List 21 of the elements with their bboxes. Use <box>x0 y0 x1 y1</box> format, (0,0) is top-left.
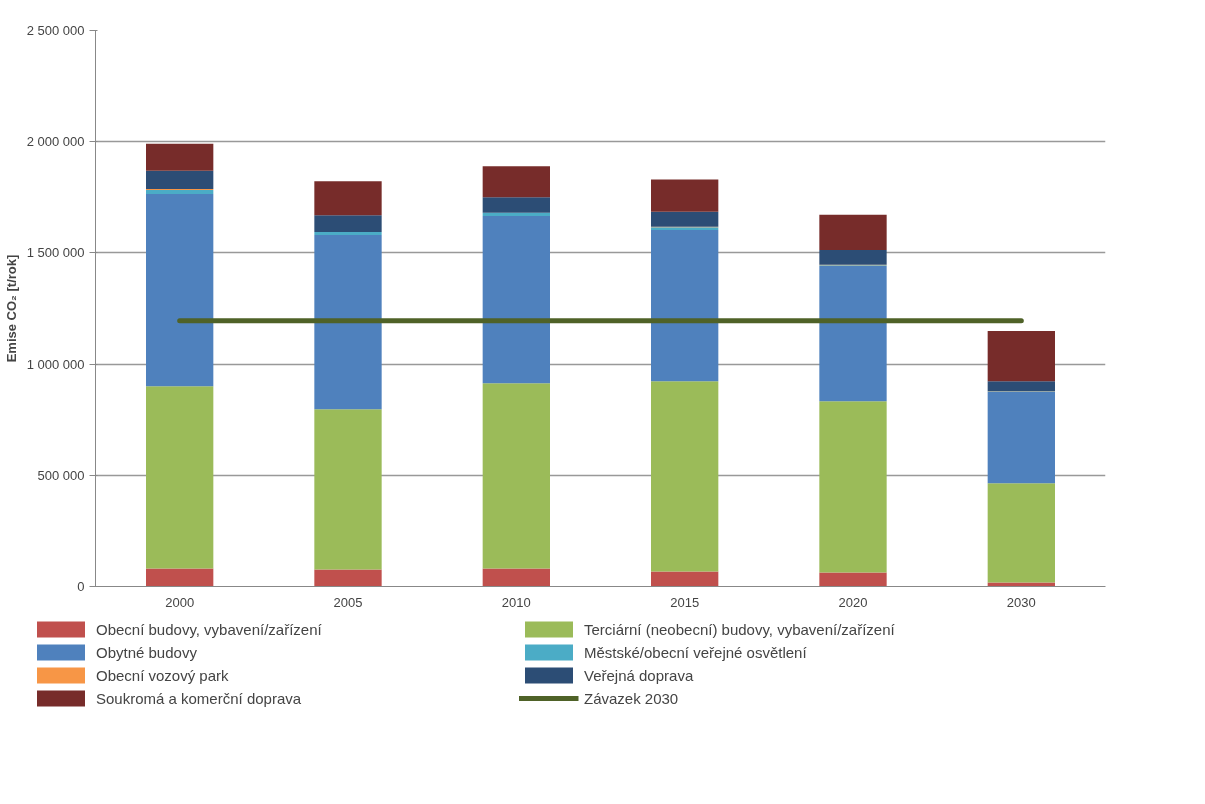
legend-label: Obecní vozový park <box>95 666 230 684</box>
x-tick-label: 2020 <box>838 594 868 610</box>
x-tick-label: 2030 <box>1006 594 1036 610</box>
y-tick-label: 2 500 000 <box>26 23 85 38</box>
y-tick-label: 1 000 000 <box>26 356 85 372</box>
y-tick-label: 2 000 000 <box>26 134 85 150</box>
x-tick-label: 2005 <box>333 594 363 610</box>
x-tick-label: 2015 <box>670 594 700 610</box>
y-axis-title: Emise CO₂ [t/rok] <box>3 254 19 363</box>
legend-label: Obytné budovy <box>95 643 198 661</box>
legend-label: Obecní budovy, vybavení/zařízení <box>95 620 323 638</box>
legend-label: Závazek 2030 <box>583 689 680 707</box>
y-tick-label: 1 500 000 <box>26 245 85 261</box>
x-tick-label: 2000 <box>165 594 195 610</box>
y-tick-label: 500 000 <box>37 467 85 483</box>
x-tick-label: 2010 <box>501 594 531 610</box>
legend-label: Soukromá a komerční doprava <box>95 689 303 707</box>
legend-label: Veřejná doprava <box>583 666 695 684</box>
y-tick-label: 0 <box>77 579 85 594</box>
legend-label: Terciární (neobecní) budovy, vybavení/zařízení <box>583 620 896 638</box>
legend-label: Městské/obecní veřejné osvětlení <box>583 643 808 661</box>
